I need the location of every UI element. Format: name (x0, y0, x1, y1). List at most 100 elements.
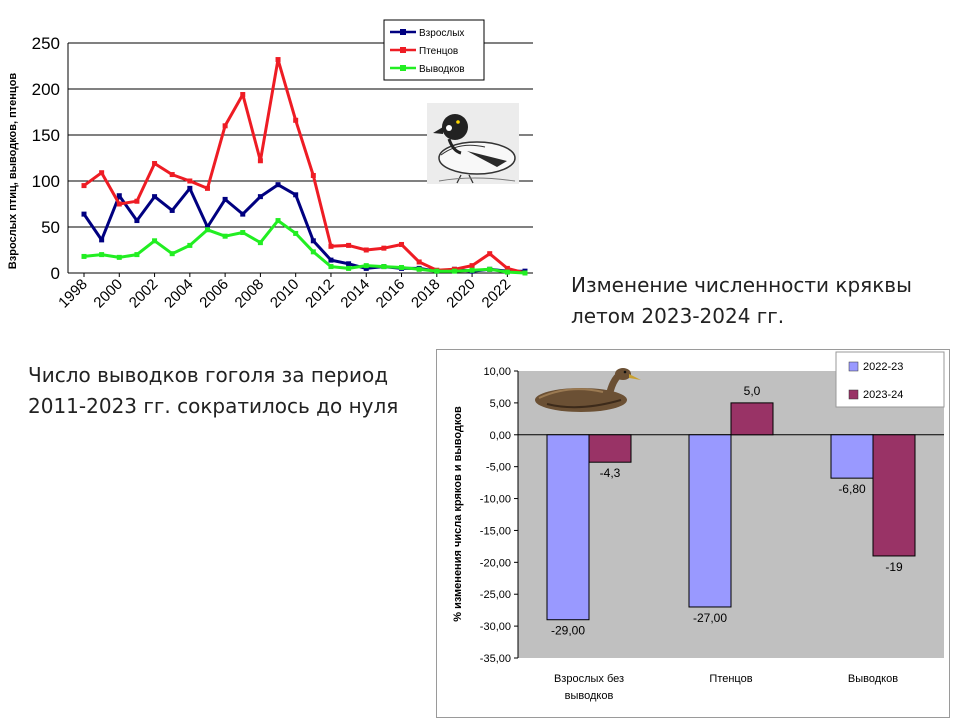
chart2-bar-0 (688, 434, 732, 608)
chart1-point-1 (222, 123, 228, 129)
chart2-bar-1 (588, 434, 632, 463)
caption-goldeneye-broods: Число выводков гоголя за период 2011-202… (28, 360, 398, 422)
legend-item-2023-24: 2023-24 (848, 389, 903, 401)
chart1-x-tick-label: 2022 (479, 276, 515, 312)
chart2-y-tick-label: -5,00 (486, 462, 511, 474)
chart1-x-tick-label: 2006 (196, 276, 232, 312)
chart1-point-1 (328, 243, 334, 249)
chart2-y-axis-label: % изменения числа кряков и выводков (452, 406, 464, 622)
chart2-data-label: -4,3 (600, 466, 621, 480)
chart2-y-tick-label: -35,00 (480, 653, 511, 665)
chart1-point-2 (399, 264, 405, 270)
chart1-point-1 (381, 245, 387, 251)
chart1-point-1 (416, 259, 422, 265)
chart1-point-2 (346, 265, 352, 271)
chart1-point-2 (275, 218, 281, 224)
chart2-category-label: Выводков (848, 673, 898, 685)
chart1-point-0 (275, 182, 281, 188)
chart1-y-tick-label: 200 (32, 80, 60, 99)
caption-left-line-2: 2011-2023 гг. сократилось до нуля (28, 394, 399, 418)
chart1-y-tick-label: 0 (51, 264, 60, 283)
chart1-point-2 (116, 254, 122, 260)
chart1-point-1 (293, 117, 299, 123)
chart1-point-2 (169, 251, 175, 257)
chart1-point-2 (487, 266, 493, 272)
legend-label-2023-24: 2023-24 (863, 389, 903, 401)
chart1-point-2 (99, 252, 105, 258)
chart1-point-2 (469, 267, 475, 273)
legend-label-broods: Выводков (419, 64, 465, 75)
chart2-y-tick-label: -30,00 (480, 621, 511, 633)
caption-right-line-1: Изменение численности кряквы (571, 273, 912, 297)
chart1-point-1 (310, 172, 316, 178)
mallard-duck-picture (535, 368, 641, 412)
caption-left-line-1: Число выводков гоголя за период (28, 363, 389, 387)
legend-label-2022-23: 2022-23 (863, 361, 903, 373)
chart1-point-0 (310, 238, 316, 244)
goldeneye-duck-picture (427, 103, 519, 184)
chart2-bar-1 (730, 402, 774, 436)
goldeneye-line-chart: Взрослых птиц, выводков, птенцов 0 50 100 1… (7, 19, 533, 312)
chart1-point-1 (134, 198, 140, 204)
chart2-data-label: -27,00 (693, 611, 727, 625)
chart1-point-1 (240, 92, 246, 98)
chart1-point-1 (504, 265, 510, 271)
chart1-point-0 (116, 193, 122, 199)
chart1-point-0 (257, 194, 263, 200)
chart1-point-1 (81, 183, 87, 189)
chart1-point-2 (504, 269, 510, 275)
chart1-point-1 (204, 185, 210, 191)
chart1-point-0 (99, 237, 105, 243)
chart1-point-0 (328, 257, 334, 263)
legend-item-2022-23: 2022-23 (848, 361, 903, 373)
chart1-x-tick-label: 2000 (90, 276, 126, 312)
chart1-x-tick-label: 2018 (408, 276, 444, 312)
chart2-y-tick-label: -20,00 (480, 557, 511, 569)
chart1-point-1 (399, 241, 405, 247)
chart2-bar-1 (872, 434, 916, 557)
chart1-point-2 (434, 268, 440, 274)
chart1-point-1 (469, 263, 475, 269)
chart1-point-1 (116, 201, 122, 207)
chart1-point-1 (187, 178, 193, 184)
legend-item-adults: Взрослых (390, 28, 464, 39)
legend-item-chicks: Птенцов (390, 46, 458, 57)
chart1-y-tick-label: 150 (32, 126, 60, 145)
chart1-x-tick-label: 2008 (232, 276, 268, 312)
caption-right-line-2: летом 2023-2024 гг. (571, 304, 785, 328)
chart1-x-tick-label: 2020 (443, 276, 479, 312)
chart1-point-0 (222, 196, 228, 202)
chart1-point-2 (240, 230, 246, 236)
chart2-y-tick-label: -10,00 (480, 494, 511, 506)
chart1-point-1 (275, 57, 281, 63)
chart2-bar-0 (546, 434, 590, 621)
chart1-point-2 (134, 252, 140, 258)
mallard-bar-chart: % изменения числа кряков и выводков 10,0… (452, 351, 945, 702)
legend-label-adults: Взрослых (419, 28, 464, 39)
legend-item-broods: Выводков (390, 64, 465, 75)
chart1-point-1 (363, 247, 369, 253)
chart1-point-2 (257, 240, 263, 246)
chart1-point-0 (363, 265, 369, 271)
chart1-series-line-1 (83, 58, 526, 275)
chart1-point-0 (187, 185, 193, 191)
chart2-y-tick-label: -25,00 (480, 589, 511, 601)
chart1-point-2 (204, 227, 210, 233)
caption-mallard-change: Изменение численности кряквы летом 2023-… (571, 270, 912, 332)
chart1-x-tick-label: 2012 (302, 276, 338, 312)
chart1-point-2 (328, 264, 334, 270)
chart1-point-2 (522, 270, 528, 276)
chart1-point-1 (346, 242, 352, 248)
chart2-data-label: 5,0 (744, 384, 761, 398)
chart1-point-1 (487, 251, 493, 257)
chart1-point-2 (152, 238, 158, 244)
chart1-series-line-0 (82, 183, 525, 273)
chart1-x-tick-label: 2002 (126, 276, 162, 312)
mallard-bar-chart-frame: % изменения числа кряков и выводков 10,0… (436, 349, 950, 718)
chart2-y-tick-label: 5,00 (490, 398, 511, 410)
chart1-point-0 (169, 207, 175, 213)
chart1-y-tick-label: 250 (32, 34, 60, 53)
chart2-y-tick-label: 0,00 (490, 430, 511, 442)
chart2-y-tick-label: -15,00 (480, 525, 511, 537)
chart1-point-1 (257, 158, 263, 164)
